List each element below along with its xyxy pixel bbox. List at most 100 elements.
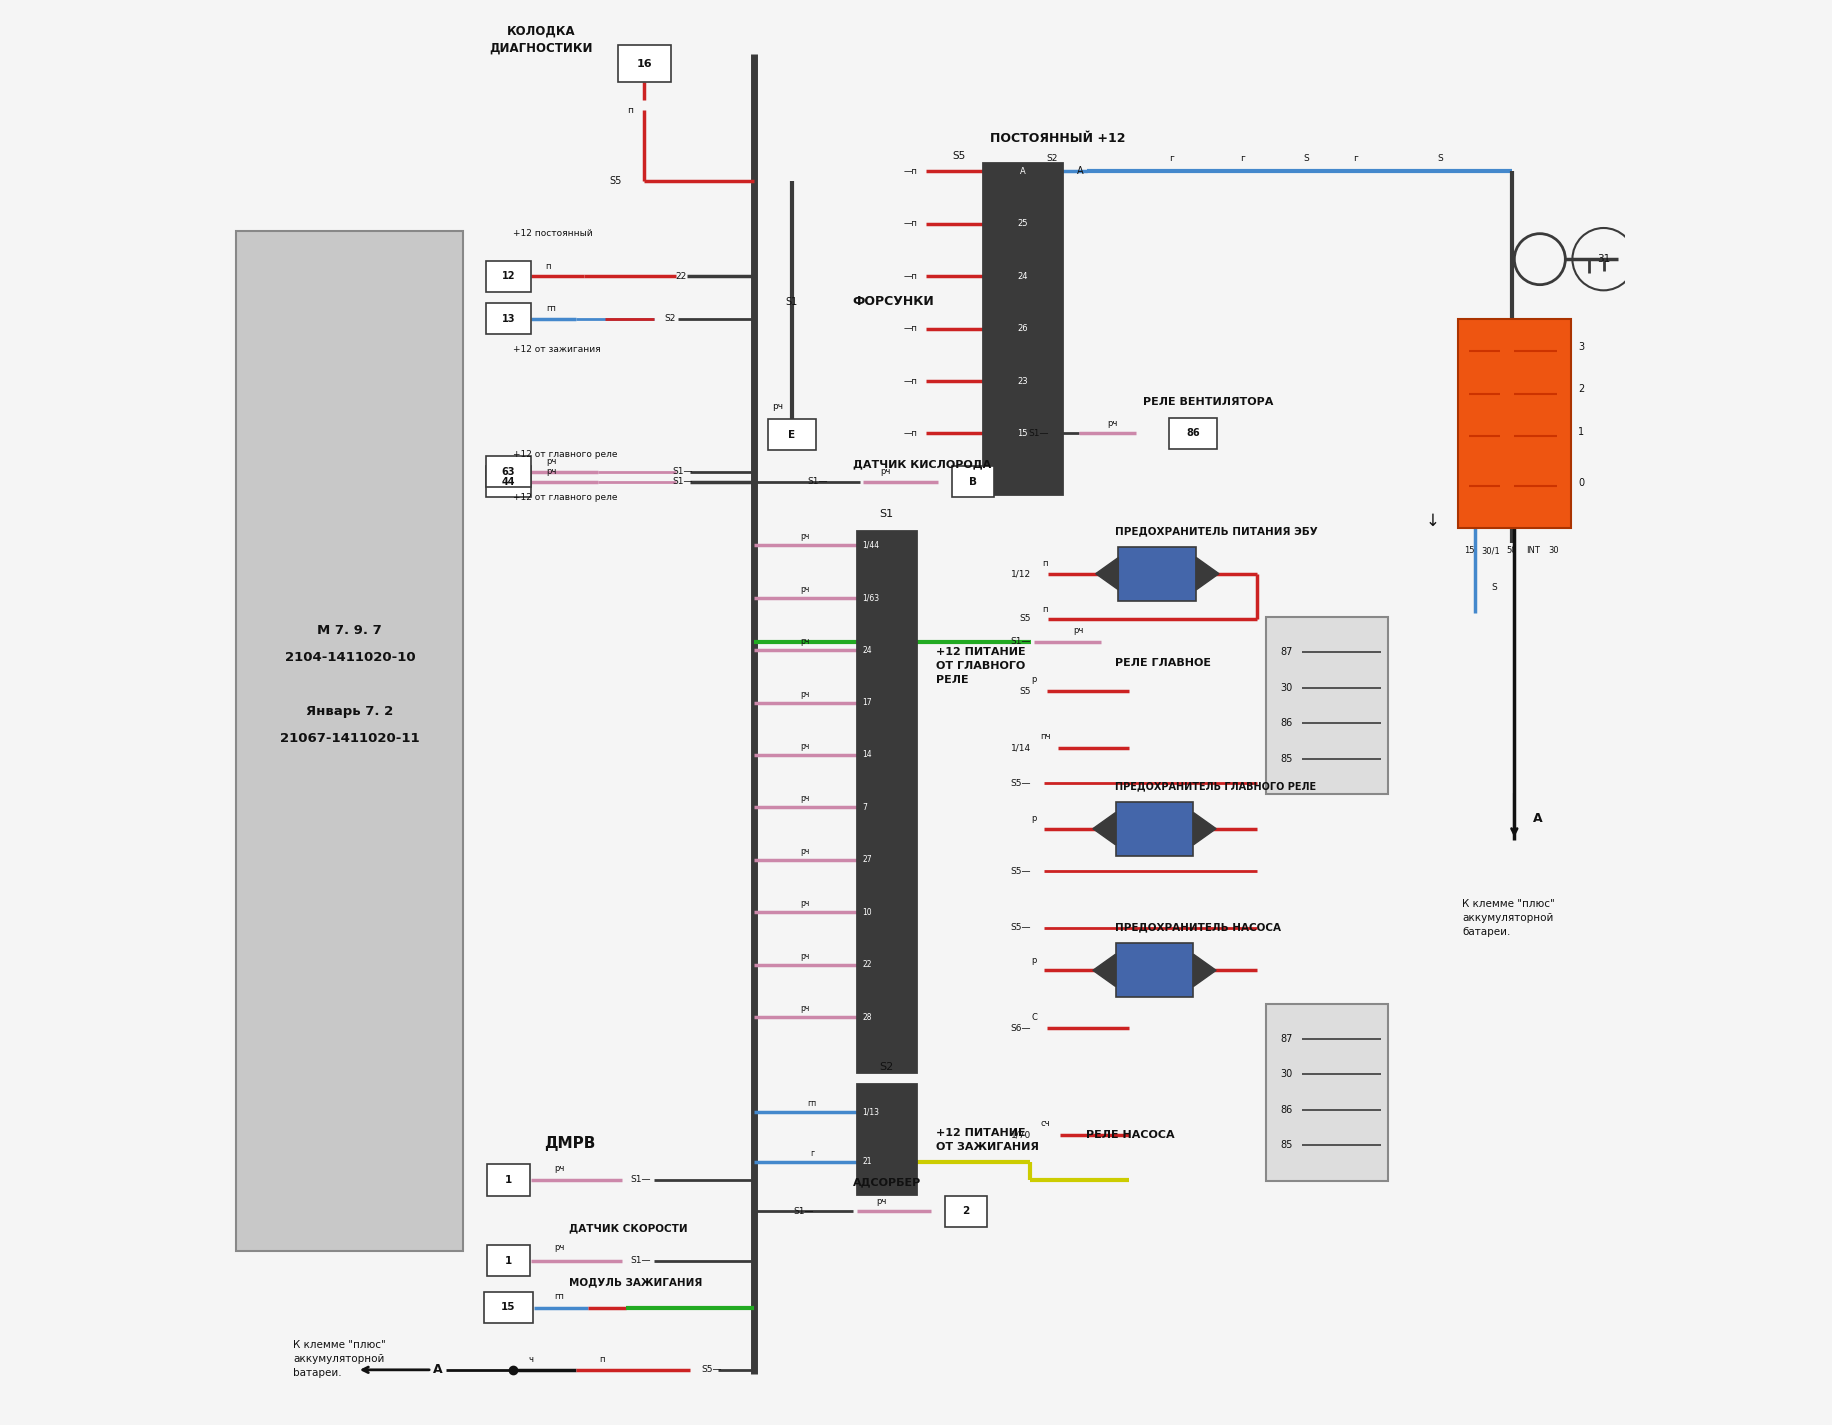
Text: 21: 21 xyxy=(863,1157,872,1166)
Text: —п: —п xyxy=(903,219,918,228)
Text: 87: 87 xyxy=(1281,1035,1292,1045)
Text: ДАТЧИК КИСЛОРОДА: ДАТЧИК КИСЛОРОДА xyxy=(852,460,991,470)
Text: гп: гп xyxy=(808,1099,817,1109)
Text: рч: рч xyxy=(546,467,555,476)
Text: ДАТЧИК СКОРОСТИ: ДАТЧИК СКОРОСТИ xyxy=(570,1223,687,1233)
Polygon shape xyxy=(1092,812,1116,845)
Text: ПРЕДОХРАНИТЕЛЬ НАСОСА: ПРЕДОХРАНИТЕЛЬ НАСОСА xyxy=(1114,923,1281,933)
Text: К клемме "плюс"
аккумуляторной
батареи.: К клемме "плюс" аккумуляторной батареи. xyxy=(1462,899,1554,936)
Bar xyxy=(485,261,531,292)
Text: 1/63: 1/63 xyxy=(863,593,879,603)
Bar xyxy=(484,1292,533,1322)
Text: 44: 44 xyxy=(502,476,515,486)
Polygon shape xyxy=(1096,557,1118,590)
Text: 2: 2 xyxy=(1577,385,1583,395)
Text: +12 от главного реле: +12 от главного реле xyxy=(513,493,617,502)
Text: 3: 3 xyxy=(1577,342,1583,352)
Text: рч: рч xyxy=(879,467,890,476)
Text: 31: 31 xyxy=(1596,254,1608,264)
Text: 1/44: 1/44 xyxy=(863,542,879,550)
Text: АДСОРБЕР: АДСОРБЕР xyxy=(852,1178,920,1188)
Text: 23: 23 xyxy=(1017,376,1028,386)
Text: +12 постоянный: +12 постоянный xyxy=(513,229,592,238)
Text: р: р xyxy=(1031,956,1037,965)
Text: п: п xyxy=(599,1355,605,1364)
Text: гп: гп xyxy=(546,305,555,314)
Text: КОЛОДКА
ДИАГНОСТИКИ: КОЛОДКА ДИАГНОСТИКИ xyxy=(489,24,592,54)
Bar xyxy=(485,466,531,497)
Text: S1—: S1— xyxy=(630,1176,650,1184)
Bar xyxy=(617,46,671,83)
Text: S: S xyxy=(1491,583,1497,593)
Text: S1—: S1— xyxy=(806,477,826,486)
Text: S: S xyxy=(1436,154,1444,162)
Text: S1—: S1— xyxy=(793,1207,813,1216)
Text: рч: рч xyxy=(1072,626,1083,634)
Text: пч: пч xyxy=(1039,732,1050,741)
Text: S1—: S1— xyxy=(672,467,692,476)
Text: S5—: S5— xyxy=(1009,779,1031,788)
Bar xyxy=(485,456,531,487)
Text: S5: S5 xyxy=(1019,687,1031,695)
Bar xyxy=(1116,943,1193,997)
Text: г: г xyxy=(810,1149,813,1157)
Text: S2: S2 xyxy=(663,314,676,323)
Text: рч: рч xyxy=(801,690,810,698)
Text: г: г xyxy=(1169,154,1172,162)
Text: 16: 16 xyxy=(636,58,652,68)
Text: 27: 27 xyxy=(863,855,872,865)
Polygon shape xyxy=(1193,812,1215,845)
Text: S5—: S5— xyxy=(1009,923,1031,932)
Text: 85: 85 xyxy=(1281,754,1292,764)
Text: р: р xyxy=(1031,814,1037,824)
Text: 86: 86 xyxy=(1185,429,1198,439)
Text: 85: 85 xyxy=(1281,1140,1292,1150)
Bar xyxy=(1456,319,1570,529)
Text: S5: S5 xyxy=(953,151,965,161)
Text: B: B xyxy=(969,476,976,486)
Text: п: п xyxy=(546,262,551,271)
Text: 14: 14 xyxy=(863,751,872,760)
Text: п: п xyxy=(627,105,634,115)
Text: S5: S5 xyxy=(608,177,621,187)
Text: C: C xyxy=(1031,1013,1037,1022)
Text: 22: 22 xyxy=(863,960,872,969)
Bar xyxy=(1169,418,1216,449)
Text: S1: S1 xyxy=(786,296,797,306)
Text: 30: 30 xyxy=(1281,1069,1292,1080)
Text: рч: рч xyxy=(801,742,810,751)
Text: ч: ч xyxy=(528,1355,533,1364)
Text: г: г xyxy=(1238,154,1244,162)
Text: рч: рч xyxy=(546,457,555,466)
Text: К клемме "плюс"
аккумуляторной
bатареи.: К клемме "плюс" аккумуляторной bатареи. xyxy=(293,1340,387,1378)
Text: 1: 1 xyxy=(504,1176,511,1186)
Text: 0: 0 xyxy=(1577,477,1583,487)
Bar xyxy=(1266,1003,1387,1181)
Text: A: A xyxy=(1019,167,1026,175)
Text: 1/70: 1/70 xyxy=(1011,1130,1031,1139)
Text: —п: —п xyxy=(903,429,918,437)
Text: 28: 28 xyxy=(863,1013,872,1022)
Polygon shape xyxy=(1196,557,1218,590)
Text: 25: 25 xyxy=(1017,219,1028,228)
Text: рч: рч xyxy=(801,899,810,908)
Text: рч: рч xyxy=(553,1244,564,1253)
Text: РЕЛЕ ГЛАВНОЕ: РЕЛЕ ГЛАВНОЕ xyxy=(1114,658,1211,668)
Text: рч: рч xyxy=(876,1197,887,1206)
Text: 30: 30 xyxy=(1548,547,1559,556)
Text: 1/14: 1/14 xyxy=(1011,744,1031,752)
Text: —п: —п xyxy=(903,323,918,333)
Text: 7: 7 xyxy=(863,802,867,812)
Text: рч: рч xyxy=(801,584,810,594)
Text: 1: 1 xyxy=(1577,428,1583,437)
Text: рч: рч xyxy=(1107,419,1116,428)
Text: +12 ПИТАНИЕ
ОТ ЗАЖИГАНИЯ: +12 ПИТАНИЕ ОТ ЗАЖИГАНИЯ xyxy=(936,1129,1039,1153)
Text: рч: рч xyxy=(801,952,810,960)
Text: 1/13: 1/13 xyxy=(863,1107,879,1117)
Text: М 7. 9. 7
2104-1411020-10

Январь 7. 2
21067-1411020-11: М 7. 9. 7 2104-1411020-10 Январь 7. 2 21… xyxy=(280,624,420,745)
Bar xyxy=(1118,547,1196,600)
Text: +12 от зажигания: +12 от зажигания xyxy=(513,345,601,355)
Text: ПОСТОЯННЫЙ +12: ПОСТОЯННЫЙ +12 xyxy=(989,133,1125,145)
Polygon shape xyxy=(1193,955,1215,986)
Bar xyxy=(1116,802,1193,855)
